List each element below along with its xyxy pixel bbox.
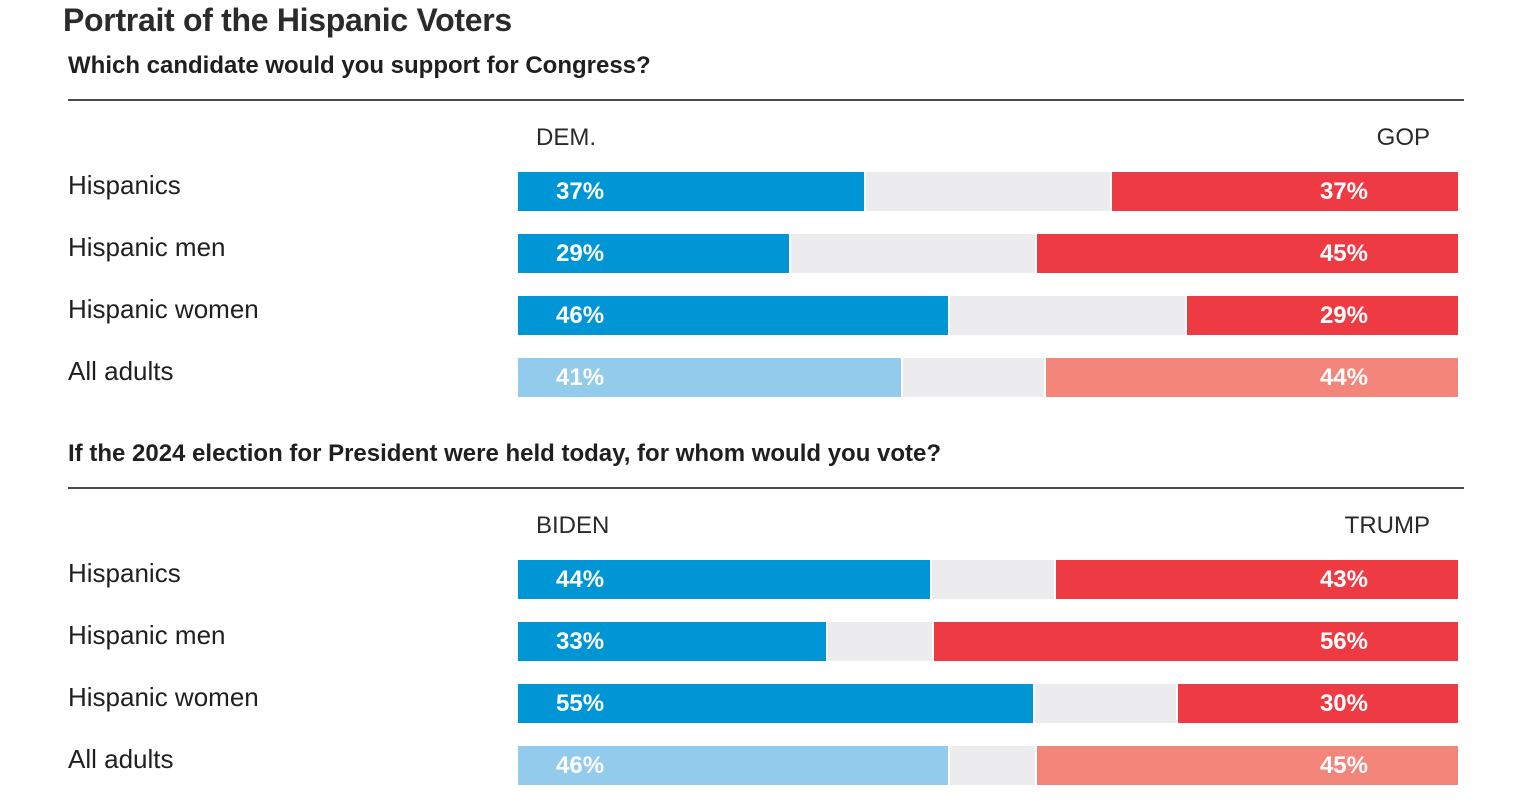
bar-left-value: 46% [556, 301, 605, 329]
bar-right [1176, 684, 1458, 723]
bar-right [1035, 746, 1458, 785]
bar-row: 37% 37% [518, 172, 1458, 211]
bar-neutral [790, 234, 1035, 273]
bar-neutral [903, 358, 1045, 397]
bar-right-value: 56% [1319, 627, 1368, 655]
column-header-left: BIDEN [536, 512, 610, 539]
bar-left-value: 37% [556, 177, 605, 205]
bar-right [1044, 358, 1458, 397]
bar-right-value: 45% [1319, 751, 1368, 779]
bar-right [931, 622, 1458, 661]
chart-panel-2: If the 2024 election for President were … [0, 440, 1520, 800]
bar-neutral [1035, 684, 1176, 723]
divider-rule [68, 99, 1464, 101]
bar-right-value: 29% [1319, 301, 1368, 329]
bar-right-value: 43% [1319, 565, 1368, 593]
bar-right-value: 45% [1319, 239, 1368, 267]
chart-title: Portrait of the Hispanic Voters [63, 2, 512, 38]
bar-left-value: 29% [556, 239, 605, 267]
bar-left [518, 622, 829, 661]
chart-subtitle: If the 2024 election for President were … [68, 440, 942, 467]
bar-left [518, 560, 932, 599]
bar-left-value: 55% [556, 689, 605, 717]
bar-right [1035, 234, 1458, 273]
row-label: Hispanic men [68, 620, 226, 650]
row-label: Hispanic men [68, 232, 226, 262]
bar-left [518, 296, 951, 335]
bar-right [1053, 560, 1458, 599]
bar-right-value: 37% [1319, 177, 1368, 205]
chart-subtitle: Which candidate would you support for Co… [68, 52, 651, 79]
bar-left-value: 44% [556, 565, 605, 593]
bar-right [1110, 172, 1458, 211]
bar-left [518, 358, 904, 397]
bar-neutral [931, 560, 1054, 599]
bar-row: 44% 43% [518, 560, 1458, 599]
bar-left [518, 746, 951, 785]
bar-row: 46% 29% [518, 296, 1458, 335]
bar-left [518, 172, 866, 211]
row-label: Hispanics [68, 170, 181, 200]
bar-neutral [950, 296, 1186, 335]
bar-left [518, 684, 1035, 723]
bar-left-value: 33% [556, 627, 605, 655]
bar-right-value: 44% [1319, 363, 1368, 391]
column-header-left: DEM. [536, 124, 596, 151]
bar-row: 46% 45% [518, 746, 1458, 785]
bar-row: 55% 30% [518, 684, 1458, 723]
bar-neutral [950, 746, 1035, 785]
bar-left-value: 46% [556, 751, 605, 779]
bar-right-value: 30% [1319, 689, 1368, 717]
column-header-right: GOP [1376, 124, 1430, 151]
bar-neutral [828, 622, 932, 661]
row-label: Hispanic women [68, 294, 259, 324]
bar-row: 33% 56% [518, 622, 1458, 661]
bar-row: 41% 44% [518, 358, 1458, 397]
bar-left [518, 234, 791, 273]
row-label: Hispanics [68, 558, 181, 588]
bar-neutral [865, 172, 1111, 211]
column-header-right: TRUMP [1344, 512, 1430, 539]
chart-panel-1: Which candidate would you support for Co… [0, 52, 1520, 412]
row-label: All adults [68, 356, 174, 386]
divider-rule [68, 487, 1464, 489]
row-label: Hispanic women [68, 682, 259, 712]
row-label: All adults [68, 744, 174, 774]
bar-row: 29% 45% [518, 234, 1458, 273]
bar-right [1185, 296, 1458, 335]
bar-left-value: 41% [556, 363, 605, 391]
